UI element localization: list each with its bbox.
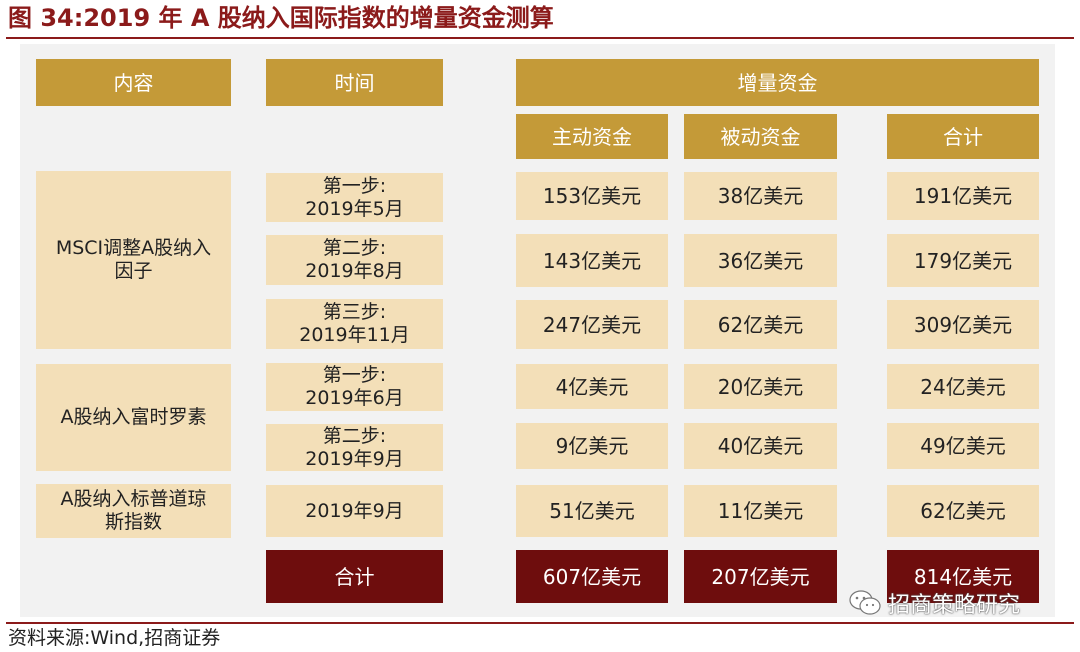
passive-funds-value: 62亿美元	[684, 300, 837, 349]
totals-passive-funds: 207亿美元	[684, 550, 837, 603]
figure-title: 图 34:2019 年 A 股纳入国际指数的增量资金测算	[8, 4, 554, 32]
active-funds-value: 51亿美元	[516, 485, 668, 537]
total-funds-value: 309亿美元	[887, 300, 1039, 349]
step-label: 第三步:	[322, 301, 387, 324]
total-funds-value: 62亿美元	[887, 485, 1039, 537]
active-funds-value: 4亿美元	[516, 364, 668, 409]
date-label: 2019年9月	[305, 499, 404, 522]
date-label: 2019年9月	[305, 447, 404, 470]
header-total: 合计	[887, 114, 1039, 159]
group-label-sp-dowjones: A股纳入标普道琼斯指数	[36, 484, 231, 538]
header-time: 时间	[266, 59, 443, 106]
total-funds-value: 24亿美元	[887, 364, 1039, 409]
total-funds-value: 179亿美元	[887, 234, 1039, 287]
group-label-ftse-russell: A股纳入富时罗素	[36, 364, 231, 471]
date-label: 2019年8月	[305, 260, 404, 282]
group-label-msci: MSCI调整A股纳入因子	[36, 171, 231, 349]
passive-funds-value: 36亿美元	[684, 234, 837, 287]
date-label: 2019年6月	[305, 387, 404, 409]
total-funds-value: 191亿美元	[887, 172, 1039, 220]
top-divider	[6, 37, 1074, 39]
header-content: 内容	[36, 59, 231, 106]
passive-funds-value: 11亿美元	[684, 485, 837, 537]
active-funds-value: 143亿美元	[516, 234, 668, 287]
date-label: 2019年5月	[305, 197, 404, 220]
active-funds-value: 9亿美元	[516, 423, 668, 469]
wechat-icon	[848, 589, 882, 617]
time-cell: 第二步: 2019年8月	[266, 235, 443, 285]
total-funds-value: 49亿美元	[887, 423, 1039, 469]
time-cell: 第一步: 2019年5月	[266, 173, 443, 222]
source-note: 资料来源:Wind,招商证券	[8, 627, 221, 649]
active-funds-value: 247亿美元	[516, 300, 668, 349]
passive-funds-value: 40亿美元	[684, 423, 837, 469]
step-label: 第二步:	[322, 424, 387, 447]
totals-total-funds: 814亿美元	[887, 550, 1039, 603]
active-funds-value: 153亿美元	[516, 172, 668, 220]
step-label: 第一步:	[322, 174, 387, 197]
totals-active-funds: 607亿美元	[516, 550, 668, 603]
header-active-funds: 主动资金	[516, 114, 668, 159]
watermark-text: 招商策略研究	[888, 593, 1021, 618]
header-incremental-funds: 增量资金	[516, 59, 1039, 106]
time-cell: 第二步: 2019年9月	[266, 424, 443, 471]
time-cell: 第三步: 2019年11月	[266, 299, 443, 349]
step-label: 第一步:	[322, 364, 387, 387]
passive-funds-value: 20亿美元	[684, 364, 837, 409]
time-cell: 第一步: 2019年6月	[266, 363, 443, 411]
watermark: 招商策略研究	[848, 587, 1020, 619]
passive-funds-value: 38亿美元	[684, 172, 837, 220]
step-label: 第二步:	[322, 237, 387, 260]
header-passive-funds: 被动资金	[684, 114, 837, 159]
time-cell: 2019年9月	[266, 485, 443, 537]
bottom-divider	[6, 622, 1074, 624]
totals-label: 合计	[266, 550, 443, 603]
date-label: 2019年11月	[299, 324, 410, 346]
